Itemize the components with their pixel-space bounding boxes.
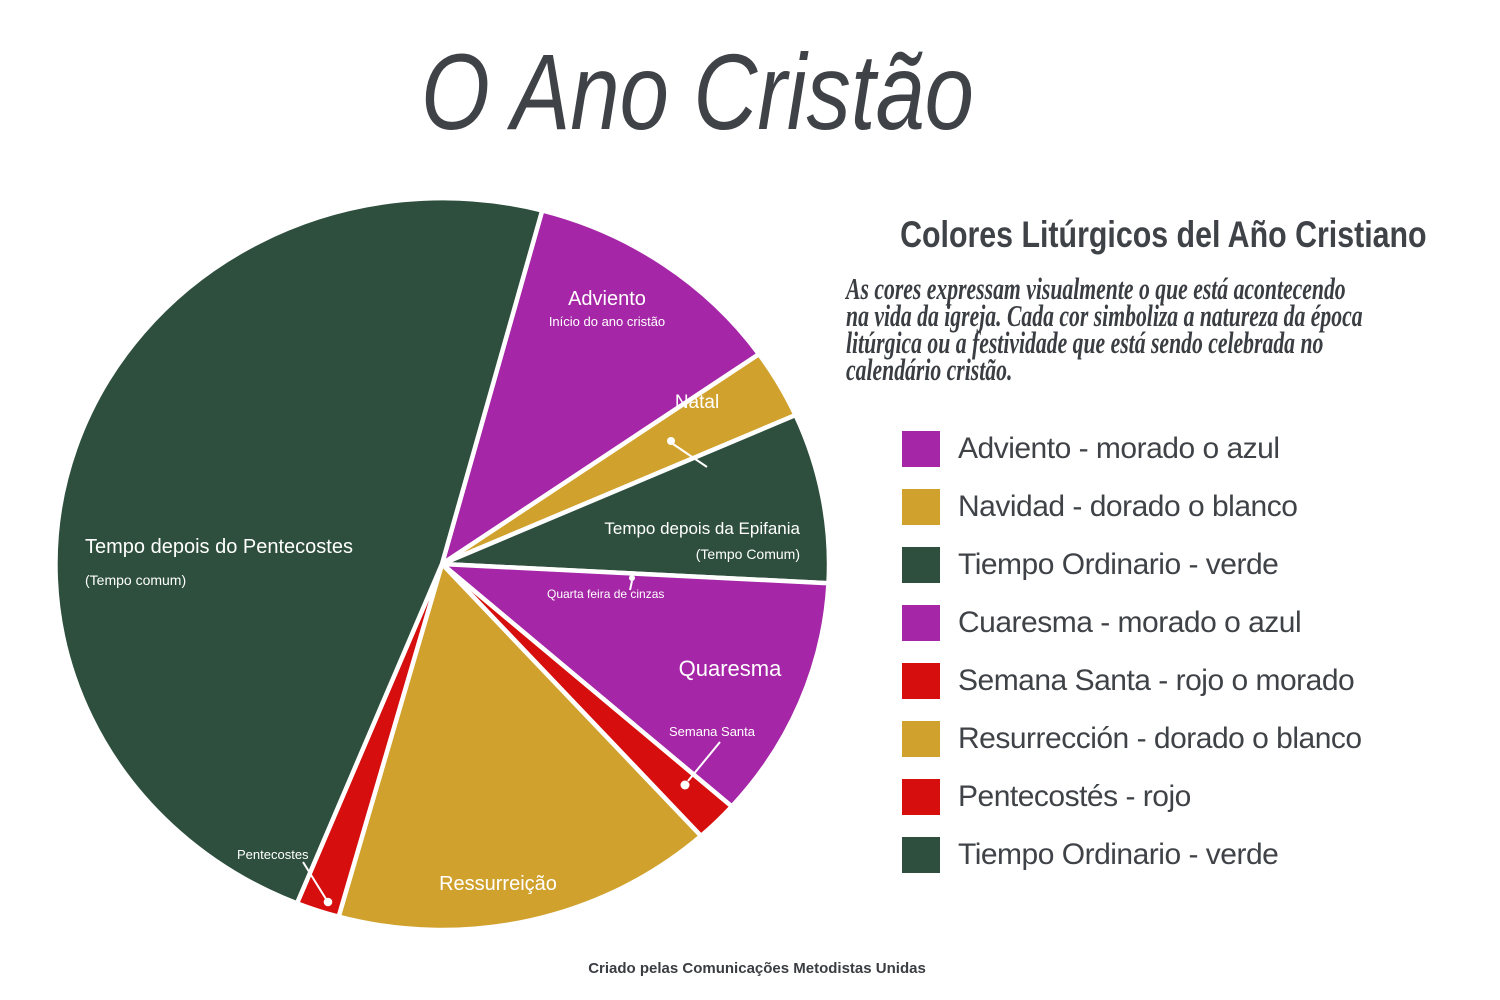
legend-swatch [902,837,940,873]
legend-label: Cuaresma - morado o azul [958,606,1302,639]
color-legend: Adviento - morado o azul Navidad - dorado… [902,430,1362,894]
page-title: O Ano Cristão [421,31,974,152]
slice-sublabel-text: Início do ano cristão [548,314,666,329]
pie-slice-adviento [439,208,762,567]
slice-label-text: Tempo depois do Pentecostes [85,536,353,558]
legend-label: Semana Santa - rojo o morado [958,664,1355,697]
slice-label-natal: Natal [674,392,720,413]
legend-item: Cuaresma - morado o azul [902,604,1362,642]
pie-slice-ressurreicao [336,561,704,933]
semana-santa-pin [680,741,721,790]
pie-slices [53,195,832,933]
slice-label-tempo-pentecostes: Tempo depois do Pentecostes (Tempo comum… [85,536,353,588]
slice-label-text: Adviento [568,288,646,310]
info-panel-heading: Colores Litúrgicos del Año Cristiano [900,214,1427,255]
ash-wednesday-pin [629,575,635,591]
info-panel-description: As cores expressam visualmente o que est… [846,271,1363,387]
legend-item: Semana Santa - rojo o morado [902,662,1362,700]
slice-label-epifania: Tempo depois da Epifania (Tempo Comum) [500,519,800,562]
legend-item: Navidad - dorado o blanco [902,488,1362,526]
slice-sublabel-text: (Tempo Comum) [695,546,800,562]
legend-label: Navidad - dorado o blanco [958,490,1298,523]
legend-label: Resurrección - dorado o blanco [958,722,1362,755]
legend-swatch [902,663,940,699]
legend-item: Tiempo Ordinario - verde [902,546,1362,584]
pie-slice-tempo-pentecostes [53,195,545,906]
slice-label-pentecostes: Pentecostes [237,847,309,862]
slice-label-quaresma: Quaresma [678,656,782,681]
slice-label-semana-santa: Semana Santa [668,724,756,739]
pie-slice-quaresma [439,561,831,809]
legend-item: Tiempo Ordinario - verde [902,836,1362,874]
slice-label-ressurreicao: Ressurreição [439,873,557,895]
slice-sublabel-text: (Tempo comum) [85,572,187,588]
legend-label: Pentecostés - rojo [958,780,1191,813]
legend-swatch [902,721,940,757]
legend-item: Resurrección - dorado o blanco [902,720,1362,758]
legend-item: Pentecostés - rojo [902,778,1362,816]
legend-swatch [902,431,940,467]
pie-annotation-pins [302,437,721,907]
annotation-quarta-feira-de-cinzas: Quarta feira de cinzas [547,587,665,601]
slice-label-text: Tempo depois da Epifania [604,519,800,538]
slice-label-adviento: Adviento Início do ano cristão [549,288,665,329]
footer-credit: Criado pelas Comunicações Metodistas Uni… [588,960,926,977]
legend-swatch [902,489,940,525]
legend-swatch [902,605,940,641]
pie-slice-epifania [439,412,832,586]
legend-label: Tiempo Ordinario - verde [958,838,1279,871]
natal-pin [667,437,708,468]
legend-item: Adviento - morado o azul [902,430,1362,468]
legend-label: Tiempo Ordinario - verde [958,548,1279,581]
legend-label: Adviento - morado o azul [958,432,1280,465]
pentecostes-pin [302,861,333,907]
legend-swatch [902,779,940,815]
legend-swatch [902,547,940,583]
